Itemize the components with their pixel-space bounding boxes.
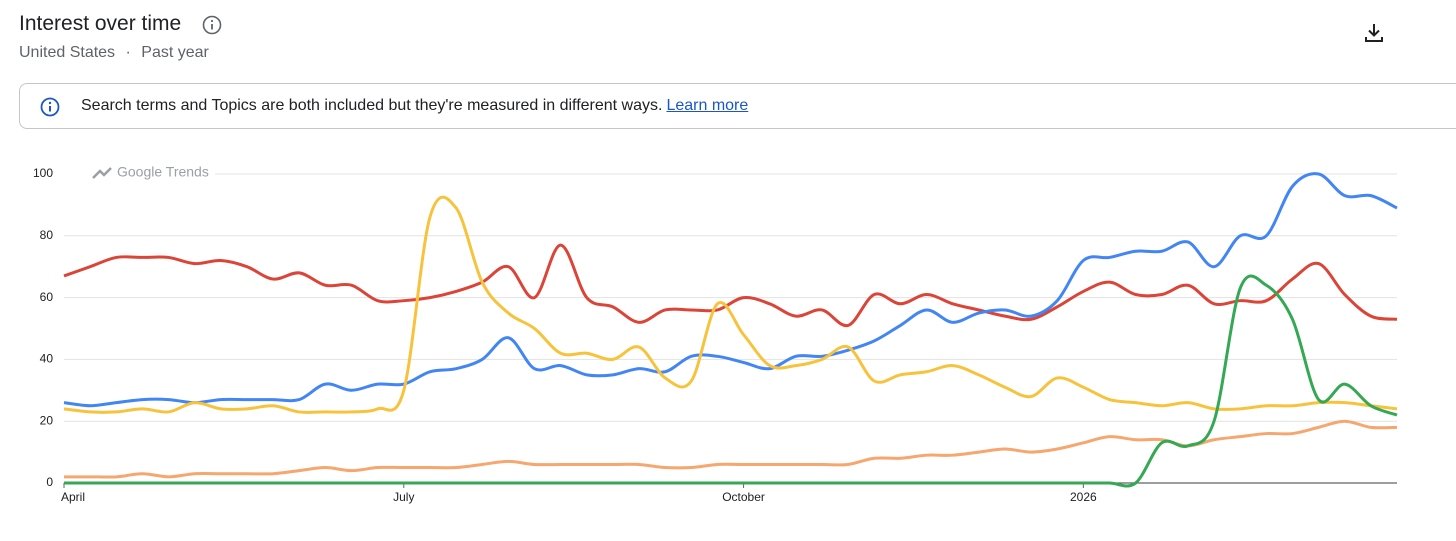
- x-tick-label: 2026: [1070, 490, 1097, 504]
- series-line: [64, 419, 1398, 479]
- y-tick-label: 0: [46, 475, 53, 489]
- y-tick-label: 40: [40, 352, 54, 366]
- download-icon[interactable]: [1362, 21, 1386, 45]
- notice-text: Search terms and Topics are both include…: [81, 97, 748, 115]
- notice-message: Search terms and Topics are both include…: [81, 97, 663, 114]
- y-tick-label: 80: [40, 228, 54, 242]
- watermark: Google Trends: [117, 164, 209, 180]
- notice-banner: Search terms and Topics are both include…: [19, 83, 1456, 129]
- info-icon[interactable]: [202, 15, 222, 35]
- x-tick-label: July: [393, 490, 414, 504]
- x-tick-label: April: [61, 490, 85, 504]
- notice-icon: [40, 97, 60, 117]
- watermark-icon: [92, 167, 112, 179]
- period: Past year: [141, 44, 209, 61]
- y-tick-label: 100: [33, 166, 53, 180]
- title: Interest over time: [19, 12, 182, 35]
- series-line: [63, 172, 1398, 408]
- y-tick-label: 20: [40, 413, 54, 427]
- subtitle: United States · Past year: [19, 44, 215, 62]
- region: United States: [19, 44, 116, 61]
- series-line: [63, 274, 1398, 488]
- separator: ·: [125, 44, 131, 61]
- y-tick-label: 60: [40, 290, 54, 304]
- x-tick-label: October: [722, 490, 765, 504]
- series-line: [63, 195, 1398, 414]
- chart: Google Trends 0 20 40 60 80 100 April July Octob…: [33, 164, 1398, 504]
- learn-more-link[interactable]: Learn more: [666, 97, 749, 114]
